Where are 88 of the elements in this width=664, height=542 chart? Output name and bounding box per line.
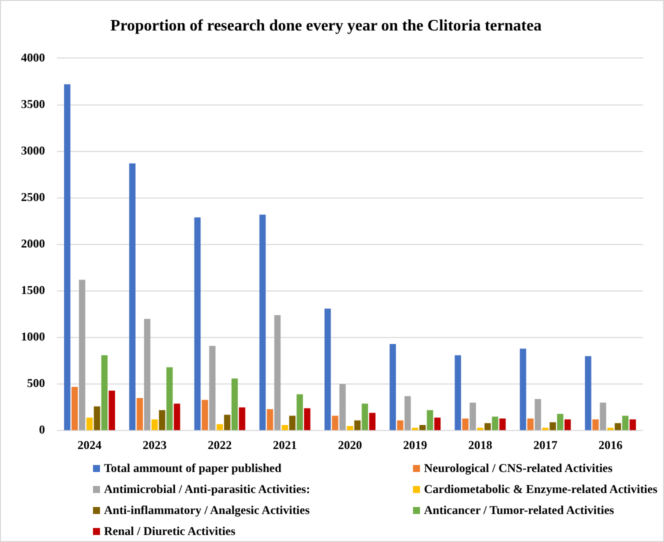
bar — [72, 386, 78, 430]
bar — [550, 422, 556, 430]
bar — [136, 398, 143, 430]
bar — [362, 404, 368, 430]
bar — [614, 423, 622, 430]
bar — [101, 355, 108, 430]
bar — [209, 346, 216, 430]
bar — [259, 214, 266, 430]
legend-label: Renal / Diuretic Activities — [104, 524, 236, 539]
bar — [296, 394, 303, 430]
bar — [499, 418, 506, 430]
bar — [454, 355, 462, 430]
x-tick-label: 2017 — [533, 438, 558, 452]
x-tick-label: 2022 — [208, 438, 232, 452]
chart-title: Proportion of research done every year on the Clitoria ternatea — [110, 18, 542, 35]
bar — [86, 418, 93, 430]
x-tick-label: 2023 — [142, 438, 167, 452]
y-tick-label: 500 — [27, 376, 45, 390]
bar — [194, 217, 201, 430]
legend-label: Anti-inflammatory / Analgesic Activities — [104, 503, 310, 518]
x-tick-label: 2016 — [598, 438, 622, 452]
bar — [584, 356, 592, 430]
bar — [470, 402, 476, 430]
bar — [419, 425, 426, 430]
bar — [224, 414, 230, 430]
bar — [412, 428, 418, 430]
bar — [600, 402, 606, 430]
x-tick-label: 2020 — [338, 438, 362, 452]
bar — [129, 163, 136, 430]
bar — [282, 425, 288, 430]
bar — [238, 407, 246, 430]
y-tick-label: 3000 — [21, 143, 45, 158]
bar — [232, 378, 238, 430]
bar — [174, 404, 180, 430]
bar — [158, 410, 166, 430]
y-tick-label: 1500 — [21, 283, 45, 298]
bar — [152, 419, 158, 430]
x-tick-label: 2019 — [403, 438, 428, 452]
bar — [534, 398, 542, 430]
y-tick-label: 4000 — [21, 50, 45, 64]
bar — [477, 428, 484, 430]
bar — [304, 408, 310, 430]
y-tick-label: 3500 — [21, 96, 45, 111]
bar — [64, 84, 70, 430]
y-tick-label: 2500 — [21, 190, 45, 204]
x-tick-label: 2021 — [272, 438, 297, 452]
y-tick-label: 0 — [39, 422, 45, 437]
bar — [369, 412, 376, 430]
bar — [144, 318, 150, 430]
y-tick-label: 2000 — [21, 236, 45, 250]
bar — [289, 416, 296, 430]
bar — [332, 416, 338, 430]
bar — [527, 418, 534, 430]
bar — [592, 419, 599, 430]
bar — [557, 414, 564, 430]
bar — [324, 308, 331, 430]
bar — [94, 406, 100, 430]
bar — [622, 416, 628, 430]
x-tick-label: 2018 — [468, 438, 492, 452]
x-tick-label: 2024 — [78, 438, 102, 452]
bar — [266, 409, 274, 430]
bar — [339, 384, 346, 430]
bar — [404, 396, 411, 430]
bar — [274, 315, 281, 430]
bar — [202, 400, 208, 430]
bar — [434, 418, 441, 430]
bar — [397, 420, 404, 430]
legend-label: Antimicrobial / Anti-parasitic Activities: — [104, 482, 310, 497]
bar — [484, 423, 491, 430]
legend-label: Cardiometabolic & Enzyme-related Activities — [424, 482, 658, 497]
bar — [630, 419, 636, 430]
bar — [166, 367, 173, 430]
bar — [216, 424, 223, 430]
y-tick-label: 1000 — [21, 330, 45, 344]
bar — [564, 419, 571, 430]
bar — [542, 428, 548, 430]
bar — [462, 418, 468, 430]
bar — [520, 348, 526, 430]
bar — [492, 416, 498, 430]
bar — [346, 426, 354, 430]
bar — [354, 420, 361, 430]
bar — [78, 280, 86, 430]
legend-label: Neurological / CNS-related Activities — [424, 461, 613, 476]
bar — [390, 344, 396, 430]
legend-label: Anticancer / Tumor-related Activities — [424, 503, 614, 518]
legend-label: Total ammount of paper published — [104, 461, 282, 476]
bar — [108, 390, 116, 430]
bar — [426, 410, 434, 430]
